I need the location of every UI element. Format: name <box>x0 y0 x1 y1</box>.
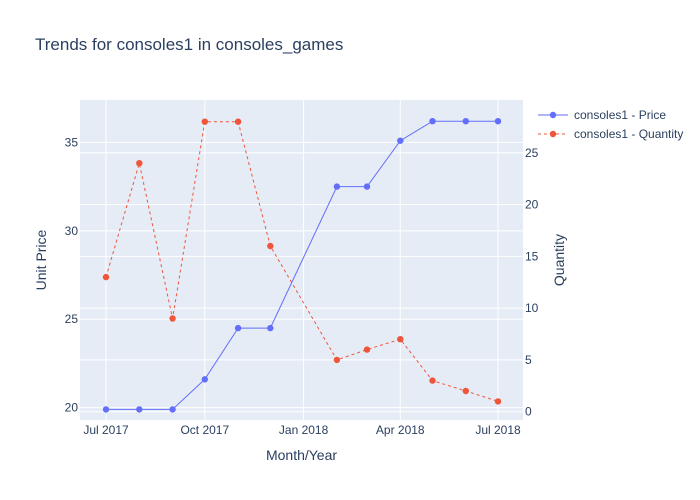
series-layer <box>102 118 502 413</box>
quantity-point <box>363 346 371 353</box>
price-point <box>363 183 371 190</box>
quantity-point <box>462 387 469 395</box>
quantity-point <box>494 398 502 405</box>
price-point <box>397 137 404 144</box>
price-point <box>136 406 143 413</box>
y2-tick-label: 10 <box>525 301 539 315</box>
quantity-point <box>102 273 110 281</box>
price-point <box>333 183 341 190</box>
quantity-point <box>201 118 208 125</box>
price-point <box>234 324 242 332</box>
series-line-quantity <box>105 121 499 402</box>
x-tick-label: Jul 2017 <box>83 423 129 437</box>
y2-tick-label: 20 <box>525 198 539 212</box>
y-axis-title: Unit Price <box>33 229 49 290</box>
plot-area <box>80 100 523 420</box>
quantity-point <box>429 377 436 384</box>
x-axis-title: Month/Year <box>266 447 337 463</box>
quantity-point <box>267 242 274 250</box>
quantity-point <box>234 118 242 125</box>
x-tick-label: Jan 2018 <box>279 423 329 437</box>
tick-labels: Jul 2017 Oct 2017 Jan 2018 Apr 2018 Jul 2018… <box>65 135 539 437</box>
y2-tick-label: 0 <box>525 405 532 419</box>
price-point <box>267 324 274 332</box>
y-tick-label: 30 <box>65 224 79 238</box>
chart-title: Trends for consoles1 in consoles_games <box>35 35 343 54</box>
quantity-point <box>333 356 341 364</box>
x-tick-label: Apr 2018 <box>376 423 425 437</box>
quantity-point <box>397 336 404 343</box>
y2-tick-label: 5 <box>525 353 532 367</box>
legend-swatch-marker <box>549 111 557 119</box>
x-tick-label: Oct 2017 <box>180 423 229 437</box>
price-point <box>169 406 176 413</box>
legend-swatch-marker <box>549 130 557 138</box>
series-line-price <box>106 120 498 410</box>
price-point <box>462 118 469 125</box>
price-point <box>429 118 436 125</box>
price-point <box>201 376 208 383</box>
price-point <box>102 406 110 413</box>
y-tick-label: 25 <box>65 312 79 326</box>
legend: consoles1 - Price consoles1 - Quantity <box>538 108 683 141</box>
y2-tick-label: 15 <box>525 249 539 263</box>
legend-item-quantity[interactable]: consoles1 - Quantity <box>574 127 683 141</box>
quantity-point <box>169 315 176 322</box>
legend-item-price[interactable]: consoles1 - Price <box>574 108 666 122</box>
y2-axis-title: Quantity <box>551 234 567 286</box>
x-tick-label: Jul 2018 <box>475 423 521 437</box>
quantity-point <box>136 160 143 167</box>
y-tick-label: 20 <box>65 401 79 415</box>
y-tick-label: 35 <box>65 135 79 149</box>
y2-tick-label: 25 <box>525 146 539 160</box>
price-point <box>494 118 502 125</box>
